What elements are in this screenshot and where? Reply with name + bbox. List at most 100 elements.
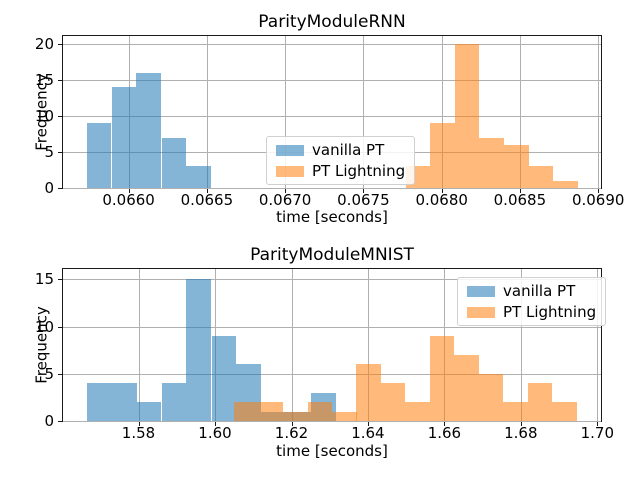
x-tick-label: 0.0670	[258, 191, 312, 209]
y-tick-label: 15	[34, 270, 54, 289]
gridline	[597, 269, 599, 421]
x-tick-label: 0.0665	[180, 191, 234, 209]
y-tick-label: 5	[44, 142, 54, 161]
tick-mark	[58, 279, 62, 281]
tick-mark	[58, 421, 62, 422]
gridline	[520, 269, 522, 421]
gridline	[63, 115, 601, 117]
x-tick-label: 1.62	[274, 424, 309, 442]
gridline	[138, 269, 140, 421]
legend-entry-vanilla-pt: vanilla PT	[467, 282, 596, 300]
x-tick-label: 0.0680	[415, 191, 468, 209]
histogram-bar	[553, 180, 578, 188]
y-tick-label: 20	[34, 34, 54, 53]
tick-mark	[520, 422, 522, 426]
histogram-bar	[528, 166, 554, 188]
gridline	[285, 36, 287, 188]
tick-mark	[519, 189, 521, 193]
x-tick-label: 1.58	[121, 424, 156, 442]
histogram-bar	[552, 402, 577, 421]
histogram-bar	[307, 402, 332, 421]
gridline	[291, 269, 293, 421]
plot-area: vanilla PT PT Lightning	[62, 268, 607, 422]
tick-mark	[58, 151, 62, 153]
plot-area: vanilla PT PT Lightning	[62, 35, 602, 189]
gridline	[206, 36, 208, 188]
x-tick-label: 1.64	[351, 424, 385, 442]
histogram-bar	[454, 43, 480, 188]
gridline	[519, 36, 521, 188]
tick-mark	[597, 422, 599, 426]
legend-entry-pt-lightning: PT Lightning	[276, 162, 405, 180]
histogram-bar	[527, 383, 553, 421]
histogram-bar	[380, 383, 406, 421]
tick-mark	[58, 79, 62, 81]
x-tick-label: 1.66	[427, 424, 462, 442]
gridline	[63, 373, 601, 375]
chart-title: ParityModuleMNIST	[250, 245, 414, 265]
legend-swatch-vanilla-pt	[276, 144, 304, 156]
histogram-bar	[234, 402, 259, 421]
histogram-bar	[405, 402, 430, 421]
y-tick-label: 5	[44, 364, 54, 383]
gridline	[63, 79, 601, 81]
legend: vanilla PT PT Lightning	[457, 277, 607, 326]
histogram-bar	[136, 72, 162, 188]
histogram-bar	[86, 383, 112, 421]
gridline	[363, 36, 365, 188]
legend-swatch-pt-lightning	[467, 306, 495, 318]
histogram-bar	[430, 123, 455, 188]
gridline	[598, 36, 600, 188]
histogram-bar	[186, 279, 212, 421]
tick-mark	[444, 422, 446, 426]
tick-mark	[128, 189, 130, 193]
gridline	[63, 188, 601, 189]
gridline	[63, 421, 601, 422]
histogram-bar	[332, 411, 357, 421]
x-tick-label: 1.68	[504, 424, 538, 442]
x-axis-label: time [seconds]	[276, 208, 388, 226]
legend-label: vanilla PT	[503, 282, 576, 300]
x-tick-label: 0.0690	[571, 191, 625, 209]
tick-mark	[206, 189, 208, 193]
histogram-bar	[211, 335, 237, 421]
tick-mark	[598, 189, 600, 193]
gridline	[367, 269, 369, 421]
tick-mark	[367, 422, 369, 426]
histogram-bar	[86, 123, 112, 188]
tick-mark	[291, 422, 293, 426]
x-tick-label: 1.70	[580, 424, 614, 442]
histogram-bar	[111, 383, 137, 421]
gridline	[441, 36, 443, 188]
legend-label: PT Lightning	[503, 303, 597, 321]
y-tick-label: 10	[34, 106, 54, 125]
tick-mark	[441, 189, 443, 193]
x-tick-label: 0.0685	[493, 191, 547, 209]
histogram-bar	[454, 354, 479, 421]
x-tick-label: 0.0675	[337, 191, 390, 209]
tick-mark	[215, 422, 216, 426]
tick-mark	[58, 373, 62, 375]
gridline	[63, 43, 601, 45]
gridline	[63, 279, 601, 281]
histogram-bar	[479, 137, 504, 188]
tick-mark	[58, 326, 62, 328]
y-tick-label: 0	[44, 412, 54, 430]
x-tick-label: 0.0660	[102, 191, 155, 209]
histogram-bar	[429, 335, 455, 421]
legend-label: PT Lightning	[312, 162, 406, 180]
gridline	[63, 326, 601, 328]
legend: vanilla PT PT Lightning	[266, 136, 416, 185]
y-tick-label: 15	[34, 70, 54, 89]
legend-entry-pt-lightning: PT Lightning	[467, 303, 596, 321]
x-axis-label: time [seconds]	[276, 442, 388, 460]
histogram-bar	[258, 402, 284, 421]
chart-title: ParityModuleRNN	[258, 12, 406, 32]
histogram-bar	[161, 383, 187, 421]
histogram-bar	[356, 364, 381, 421]
histogram-bar	[111, 86, 137, 188]
histogram-bar	[503, 402, 528, 421]
y-tick-label: 10	[34, 317, 54, 336]
